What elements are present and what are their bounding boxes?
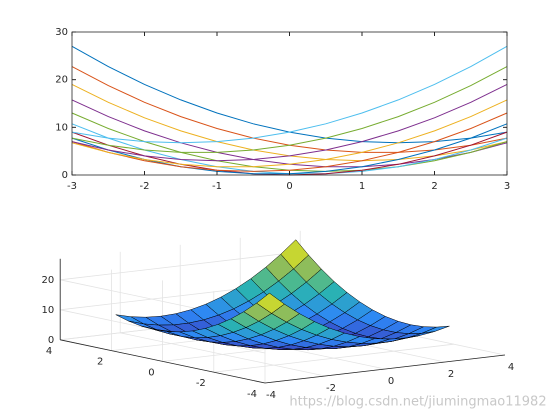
line: [71, 66, 508, 153]
z-tick-label: 10: [41, 305, 54, 316]
surface-face: [256, 292, 285, 314]
x-tick-label: 0: [388, 376, 394, 387]
line: [71, 45, 508, 144]
z-tick-label: 0: [48, 335, 54, 346]
x-tick-label: 4: [508, 362, 514, 373]
z-tick-label: 20: [41, 275, 54, 286]
x-tick-label: -1: [212, 181, 222, 192]
y-tick-label: 0: [62, 170, 68, 181]
grid-line: [213, 343, 454, 373]
watermark: https://blog.csdn.net/jiumingmao11982: [289, 395, 546, 410]
x-tick-label: 0: [286, 181, 292, 192]
x-tick-label: 2: [448, 369, 454, 380]
y-axis: [60, 339, 266, 384]
x-tick-label: -3: [67, 181, 77, 192]
x-tick-label: -2: [326, 383, 336, 394]
y-tick-label: -4: [247, 389, 257, 400]
y-tick-label: 0: [148, 367, 154, 378]
y-tick-label: -2: [196, 378, 206, 389]
y-tick-label: 4: [46, 346, 52, 357]
y-tick-label: 2: [97, 357, 103, 368]
x-tick-label: 2: [431, 181, 437, 192]
plot-area: [72, 32, 507, 175]
grid-line: [60, 251, 301, 281]
x-tick-label: -2: [140, 181, 150, 192]
y-tick-label: 20: [55, 75, 68, 86]
x-tick-label: 1: [359, 181, 365, 192]
y-tick-label: 30: [55, 27, 68, 38]
y-tick-label: 10: [55, 122, 68, 133]
line: [71, 83, 508, 162]
x-tick-label: -4: [266, 390, 276, 401]
line: [71, 99, 508, 168]
x-axis: [264, 354, 506, 384]
line: [71, 112, 508, 172]
x-tick-label: 3: [504, 181, 510, 192]
